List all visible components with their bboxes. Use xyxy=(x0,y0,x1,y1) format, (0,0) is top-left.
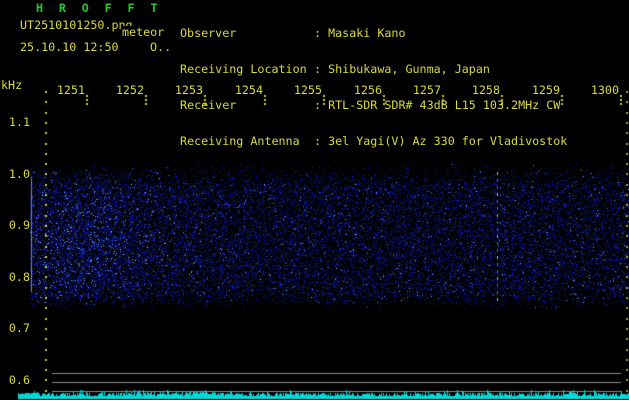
info-value: Masaki Kano xyxy=(328,26,406,40)
info-value: 3el Yagi(V) Az 330 for Vladivostok xyxy=(328,134,568,148)
info-row-location: Receiving Location: Shibukawa, Gunma, Ja… xyxy=(180,63,567,75)
time-tick-label: 1257 xyxy=(412,83,441,97)
time-tick-label: 1252 xyxy=(115,83,144,97)
freq-axis-unit: kHz xyxy=(1,78,23,92)
freq-tick-label: 1.0 xyxy=(8,167,30,181)
output-filename-label: UT2510101250.png xyxy=(20,18,133,32)
info-label: Observer xyxy=(180,26,237,40)
info-row-antenna: Receiving Antenna: 3el Yagi(V) Az 330 fo… xyxy=(180,135,567,147)
info-value: RTL-SDR SDR# 43dB L15 103.2MHz CW xyxy=(328,98,561,112)
info-row-observer: Observer: Masaki Kano xyxy=(180,27,567,39)
info-separator: : xyxy=(314,98,329,112)
datetime-label: 25.10.10 12:50 xyxy=(20,40,119,54)
info-label: Receiving Antenna xyxy=(180,134,300,148)
info-row-receiver: Receiver: RTL-SDR SDR# 43dB L15 103.2MHz… xyxy=(180,99,567,111)
info-separator: : xyxy=(314,26,329,40)
freq-tick-label: 0.7 xyxy=(8,321,30,335)
time-tick-label: 1251 xyxy=(56,83,85,97)
freq-tick-label: 0.8 xyxy=(8,270,30,284)
receiver-info-block: Observer: Masaki Kano Receiving Location… xyxy=(180,3,567,171)
info-value: Shibukawa, Gunma, Japan xyxy=(328,62,490,76)
time-tick-label: 1258 xyxy=(471,83,500,97)
app-title: H R O F F T xyxy=(36,1,162,15)
time-tick-label: 1300 xyxy=(590,83,619,97)
freq-tick-label: 0.6 xyxy=(8,373,30,387)
station-label: meteor xyxy=(121,25,165,39)
time-tick-label: 1256 xyxy=(353,83,382,97)
freq-tick-label: 0.9 xyxy=(8,218,30,232)
time-tick-label: 1253 xyxy=(174,83,203,97)
freq-tick-label: 1.1 xyxy=(8,115,30,129)
info-label: Receiving Location xyxy=(180,62,307,76)
time-tick-label: 1254 xyxy=(234,83,263,97)
info-label: Receiver xyxy=(180,98,237,112)
time-tick-label: 1255 xyxy=(293,83,322,97)
info-separator: : xyxy=(314,62,329,76)
time-tick-label: 1259 xyxy=(531,83,560,97)
echo-counter-label: O.. xyxy=(150,40,172,54)
info-separator: : xyxy=(314,134,329,148)
